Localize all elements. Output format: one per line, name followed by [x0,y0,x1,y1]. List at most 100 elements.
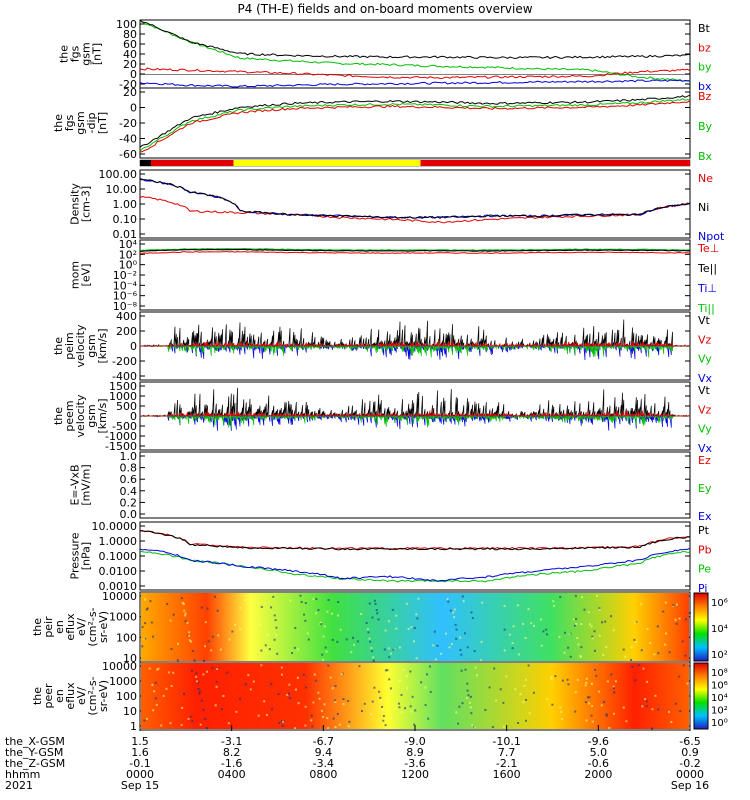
spectrogram-speckle [332,717,335,720]
ephemeris-value: 0400 [218,768,246,781]
spectrogram-speckle [406,687,409,690]
spectrogram-speckle [464,668,467,671]
spectrogram-speckle [551,703,554,706]
spectrogram-speckle [152,709,155,712]
spectrogram-speckle [415,657,418,660]
spectrogram-speckle [353,643,356,646]
ephemeris-value: -2.1 [496,757,517,770]
spectrogram-speckle [172,613,175,616]
spectrogram-speckle [195,672,198,675]
spectrogram-speckle [191,720,194,723]
spectrogram-speckle [590,714,593,717]
spectrogram-speckle [468,701,471,704]
spectrogram-speckle [588,696,591,699]
spectrogram-speckle [257,714,260,717]
panel-frame [139,169,691,239]
spectrogram-speckle [499,688,502,691]
spectrogram-speckle [550,676,553,679]
spectrogram-speckle [405,602,408,605]
spectrogram-speckle [143,719,146,722]
ephemeris-value: 8.2 [223,746,241,759]
region-bar-segment [233,160,421,166]
spectrogram-speckle [370,650,373,653]
spectrogram-speckle [144,598,147,601]
spectrogram-speckle [326,716,329,719]
spectrogram-speckle [585,677,588,680]
spectrogram-speckle [400,711,403,714]
colorbar [693,662,709,730]
spectrogram-speckle [304,705,307,708]
spectrogram-speckle [311,725,314,728]
legend-entry: bx [698,80,712,93]
y-tick-label: 20 [123,86,137,99]
legend-entry: Pt [698,524,710,537]
spectrogram-speckle [470,712,473,715]
legend-entry: by [698,61,712,74]
spectrogram-speckle [363,702,366,705]
y-tick-label: 0.10 [113,213,138,226]
spectrogram-speckle [144,622,147,625]
spectrogram-speckle [337,601,340,604]
spectrogram-speckle [414,709,417,712]
spectrogram-speckle [640,603,643,606]
spectrogram-speckle [312,598,315,601]
spectrogram-speckle [653,653,656,656]
y-tick-label: -60 [119,148,137,161]
legend-entry: bz [698,41,711,54]
spectrogram-speckle [610,615,613,618]
legend-entry: Te|| [697,262,717,275]
spectrogram-speckle [449,609,452,612]
spectrogram-speckle [440,652,443,655]
spectrogram-speckle [622,706,625,709]
spectrogram-speckle [334,726,337,729]
spectrogram-speckle [390,690,393,693]
spectrogram-speckle [216,668,219,671]
y-axis-label-line: [mV/m] [80,464,93,505]
spectrogram-speckle [387,620,390,623]
spectrogram-speckle [200,606,203,609]
spectrogram-speckle [553,604,556,607]
spectrogram-speckle [455,711,458,714]
spectrogram-speckle [532,691,535,694]
spectrogram-speckle [606,680,609,683]
series-dip [139,94,691,148]
spectrogram-speckle [219,648,222,651]
legend-entry: Bz [698,90,712,103]
spectrogram-speckle [367,631,370,634]
spectrogram-speckle [429,690,432,693]
spectrogram-speckle [612,629,615,632]
spectrogram-speckle [469,706,472,709]
spectrogram-speckle [427,717,430,720]
spectrogram-speckle [190,715,193,718]
spectrogram-speckle [603,701,606,704]
colorbar-tick-label: 10⁴ [711,693,728,704]
spectrogram-speckle [304,724,307,727]
spectrogram-speckle [231,630,234,633]
spectrogram-speckle [338,723,341,726]
spectrogram-speckle [550,678,553,681]
ephemeris-row-label: hhmm [5,768,40,781]
spectrogram-speckle [434,658,437,661]
spectrogram-speckle [516,604,519,607]
spectrogram-speckle [453,608,456,611]
spectrogram-speckle [575,617,578,620]
legend-entry: Vx [698,372,713,385]
spectrogram-speckle [524,719,527,722]
spectrogram-speckle [452,611,455,614]
spectrogram-speckle [608,726,611,729]
spectrogram-speckle [678,675,681,678]
y-axis-label-line: gsm [80,42,93,65]
colorbar-tick-label: 10⁶ [711,598,728,609]
spectrogram-speckle [508,633,511,636]
spectrogram-speckle [275,626,278,629]
spectrogram-speckle [222,694,225,697]
y-tick-label: 100 [116,690,137,703]
y-axis-label-line: velocity [74,394,87,437]
spectrogram-speckle [265,713,268,716]
legend-entry: Bx [698,150,713,163]
y-axis-label-line: eflux [64,682,77,710]
spectrogram-speckle [278,721,281,724]
spectrogram-speckle [645,705,648,708]
y-tick-label: -1000 [105,430,137,443]
